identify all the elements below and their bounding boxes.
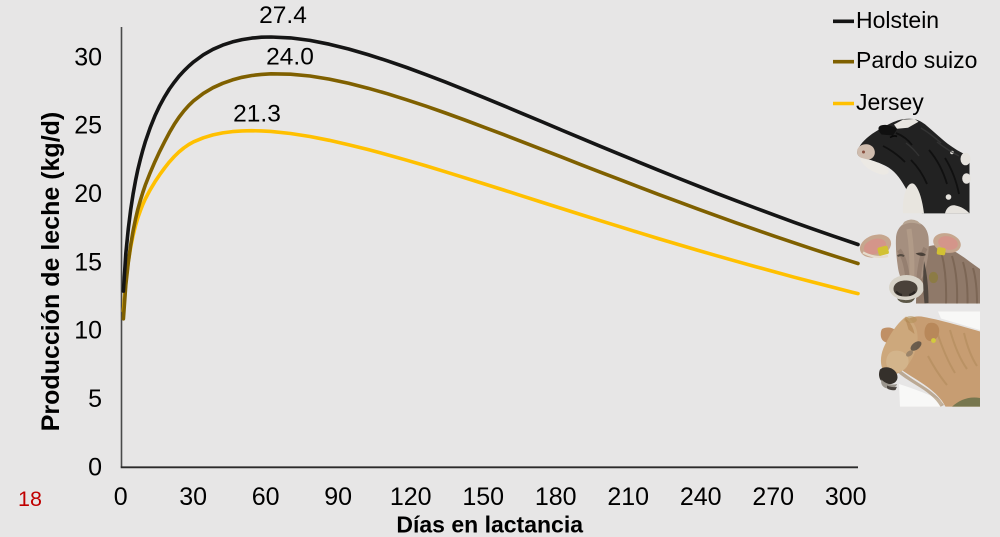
svg-text:10: 10 [74,317,102,345]
svg-text:90: 90 [324,483,352,511]
svg-text:0: 0 [88,453,102,481]
svg-text:210: 210 [607,483,649,511]
svg-text:120: 120 [390,483,432,511]
svg-text:30: 30 [179,483,207,511]
svg-text:300: 300 [825,483,867,511]
svg-text:Jersey: Jersey [856,89,924,115]
svg-text:24.0: 24.0 [266,44,314,71]
svg-text:25: 25 [74,112,102,140]
svg-text:270: 270 [752,483,794,511]
svg-text:240: 240 [680,483,722,511]
svg-text:150: 150 [462,483,504,511]
svg-text:60: 60 [252,483,280,511]
svg-text:Días en lactancia: Días en lactancia [396,512,583,537]
svg-text:21.3: 21.3 [233,101,281,128]
svg-text:5: 5 [88,385,102,413]
svg-text:18: 18 [18,487,42,511]
svg-text:20: 20 [74,180,102,208]
svg-text:Holstein: Holstein [856,7,939,33]
svg-text:15: 15 [74,248,102,276]
svg-text:0: 0 [114,483,128,511]
svg-text:27.4: 27.4 [259,2,307,29]
svg-text:30: 30 [74,43,102,71]
svg-text:Pardo suizo: Pardo suizo [856,47,977,73]
svg-text:Producción de leche (kg/d): Producción de leche (kg/d) [37,112,65,432]
svg-text:180: 180 [535,483,577,511]
